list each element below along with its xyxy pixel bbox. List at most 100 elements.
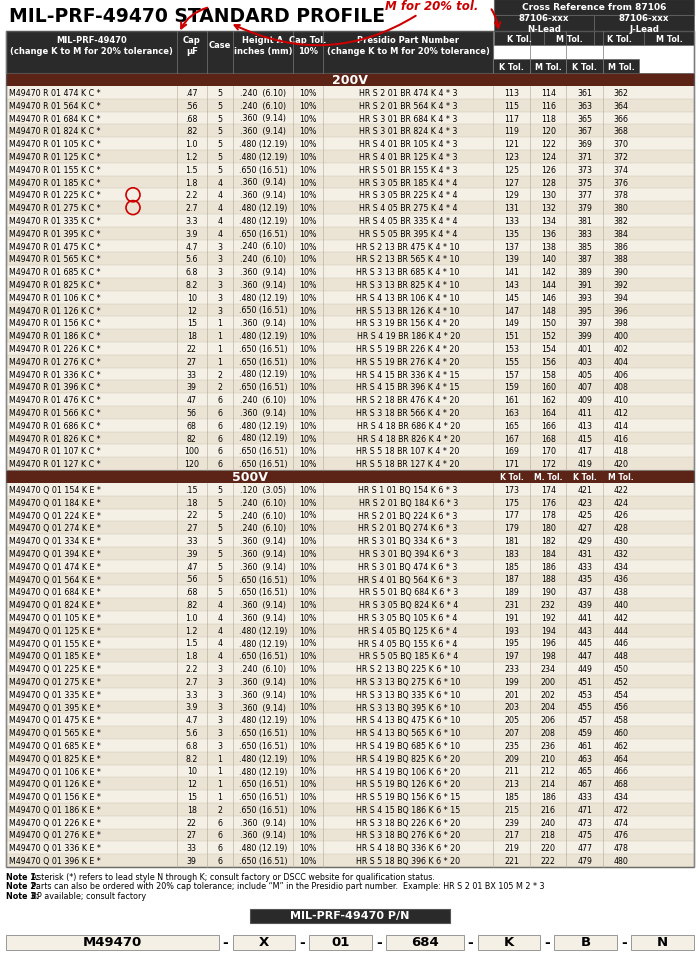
Text: HR S 4 13 BR 106 K 4 * 10: HR S 4 13 BR 106 K 4 * 10: [356, 294, 460, 302]
Text: Asterisk (*) refers to lead style N through K; consult factory or DSCC website f: Asterisk (*) refers to lead style N thro…: [29, 872, 435, 882]
Bar: [6, 32, 694, 867]
Text: 196: 196: [540, 639, 556, 648]
Text: 120: 120: [540, 127, 556, 136]
Text: 168: 168: [540, 434, 556, 443]
Text: 184: 184: [540, 549, 556, 558]
Text: .56: .56: [186, 102, 198, 111]
Text: 1.2: 1.2: [186, 152, 198, 162]
Text: 10%: 10%: [300, 524, 316, 533]
Text: 123: 123: [504, 152, 519, 162]
Text: 463: 463: [577, 754, 592, 763]
Text: HR S 2 13 BR 565 K 4 * 10: HR S 2 13 BR 565 K 4 * 10: [356, 255, 460, 264]
Text: 10%: 10%: [300, 434, 316, 443]
Text: M49470 Q 01 126 K E *: M49470 Q 01 126 K E *: [9, 780, 101, 788]
Text: 56: 56: [187, 409, 197, 417]
Text: -: -: [545, 935, 550, 949]
Text: 10%: 10%: [300, 447, 316, 456]
Bar: [6, 497, 694, 509]
Text: M49470 Q 01 275 K E *: M49470 Q 01 275 K E *: [9, 678, 101, 686]
Text: 4: 4: [217, 216, 222, 226]
Text: M49470 Q 01 825 K E *: M49470 Q 01 825 K E *: [9, 754, 101, 763]
Bar: [6, 32, 494, 74]
Text: 363: 363: [577, 102, 592, 111]
Text: M49470 R 01 107 K C *: M49470 R 01 107 K C *: [9, 447, 101, 456]
Text: HR S 5 13 BR 126 K 4 * 10: HR S 5 13 BR 126 K 4 * 10: [356, 306, 460, 315]
Text: M49470 R 01 185 K C *: M49470 R 01 185 K C *: [9, 178, 101, 188]
Text: 135: 135: [504, 230, 519, 238]
Text: 375: 375: [577, 178, 592, 188]
Text: 1.2: 1.2: [186, 626, 198, 635]
Text: 5: 5: [217, 537, 222, 545]
Text: 158: 158: [540, 370, 556, 379]
Text: 87106-xxx
N-Lead: 87106-xxx N-Lead: [519, 14, 569, 33]
Text: 3: 3: [217, 294, 222, 302]
Text: .650 (16.51): .650 (16.51): [239, 728, 287, 738]
Text: 479: 479: [578, 856, 592, 865]
Text: .480 (12.19): .480 (12.19): [239, 216, 287, 226]
Text: .240  (6.10): .240 (6.10): [240, 89, 286, 98]
Text: MIL-PRF-49470
(change K to M for 20% tolerance): MIL-PRF-49470 (change K to M for 20% tol…: [10, 36, 173, 55]
Text: 423: 423: [577, 498, 592, 507]
Text: M49470 Q 01 565 K E *: M49470 Q 01 565 K E *: [9, 728, 101, 738]
Text: .240  (6.10): .240 (6.10): [240, 242, 286, 252]
Text: .650 (16.51): .650 (16.51): [239, 856, 287, 865]
Text: 5: 5: [217, 588, 222, 597]
Text: HR S 3 01 BQ 474 K 6 * 3: HR S 3 01 BQ 474 K 6 * 3: [358, 562, 458, 571]
Text: .480 (12.19): .480 (12.19): [239, 434, 287, 443]
Bar: [6, 355, 694, 368]
Text: HR S 2 01 BQ 224 K 6 * 3: HR S 2 01 BQ 224 K 6 * 3: [358, 511, 458, 520]
Text: 1: 1: [217, 357, 222, 366]
Text: 213: 213: [504, 780, 519, 788]
Text: K: K: [504, 936, 514, 948]
Text: HR S 3 01 BR 824 K 4 * 3: HR S 3 01 BR 824 K 4 * 3: [359, 127, 457, 136]
Text: 10%: 10%: [300, 459, 316, 469]
Text: 404: 404: [614, 357, 629, 366]
Text: 371: 371: [577, 152, 592, 162]
Text: .18: .18: [186, 498, 198, 507]
Text: 10%: 10%: [300, 588, 316, 597]
Text: M49470 Q 01 475 K E *: M49470 Q 01 475 K E *: [9, 716, 101, 724]
Text: 402: 402: [614, 345, 629, 354]
Text: M49470 R 01 126 K C *: M49470 R 01 126 K C *: [9, 306, 101, 315]
Bar: [232, 935, 295, 949]
Text: .650 (16.51): .650 (16.51): [239, 805, 287, 814]
Text: 119: 119: [504, 127, 519, 136]
Text: 6: 6: [217, 856, 222, 865]
Bar: [6, 240, 694, 253]
Text: 457: 457: [577, 716, 592, 724]
Bar: [6, 522, 694, 535]
Text: 442: 442: [614, 614, 629, 622]
Text: 239: 239: [504, 818, 519, 827]
Text: HR S 5 18 BR 107 K 4 * 20: HR S 5 18 BR 107 K 4 * 20: [356, 447, 460, 456]
Text: 175: 175: [504, 498, 519, 507]
Text: 461: 461: [577, 741, 592, 750]
Text: HR S 5 18 BR 127 K 4 * 20: HR S 5 18 BR 127 K 4 * 20: [356, 459, 460, 469]
Text: 10%: 10%: [300, 690, 316, 699]
Text: 240: 240: [540, 818, 556, 827]
Text: HR S 2 13 BQ 225 K 6 * 10: HR S 2 13 BQ 225 K 6 * 10: [356, 664, 461, 674]
Text: M49470 Q 01 564 K E *: M49470 Q 01 564 K E *: [9, 575, 101, 584]
Text: 3.3: 3.3: [186, 690, 198, 699]
Text: HR S 3 05 BQ 824 K 6 * 4: HR S 3 05 BQ 824 K 6 * 4: [358, 600, 458, 610]
Text: 161: 161: [504, 395, 519, 405]
Text: 5: 5: [217, 127, 222, 136]
Text: 475: 475: [577, 831, 592, 840]
Text: HR S 2 01 BQ 274 K 6 * 3: HR S 2 01 BQ 274 K 6 * 3: [358, 524, 458, 533]
Text: .650 (16.51): .650 (16.51): [239, 166, 287, 174]
Text: HR S 4 01 BQ 564 K 6 * 3: HR S 4 01 BQ 564 K 6 * 3: [358, 575, 458, 584]
Text: .360  (9.14): .360 (9.14): [240, 702, 286, 712]
Text: 231: 231: [504, 600, 519, 610]
Text: 156: 156: [540, 357, 556, 366]
Text: 444: 444: [614, 626, 629, 635]
Text: 10%: 10%: [300, 664, 316, 674]
Text: .360  (9.14): .360 (9.14): [240, 319, 286, 328]
Text: 6: 6: [217, 843, 222, 852]
Text: 10%: 10%: [300, 255, 316, 264]
Text: 436: 436: [614, 575, 629, 584]
Text: 170: 170: [540, 447, 556, 456]
Text: 217: 217: [504, 831, 519, 840]
Bar: [6, 650, 694, 662]
Text: 373: 373: [577, 166, 592, 174]
Text: 441: 441: [577, 614, 592, 622]
Text: HR S 2 01 BQ 184 K 6 * 3: HR S 2 01 BQ 184 K 6 * 3: [358, 498, 458, 507]
